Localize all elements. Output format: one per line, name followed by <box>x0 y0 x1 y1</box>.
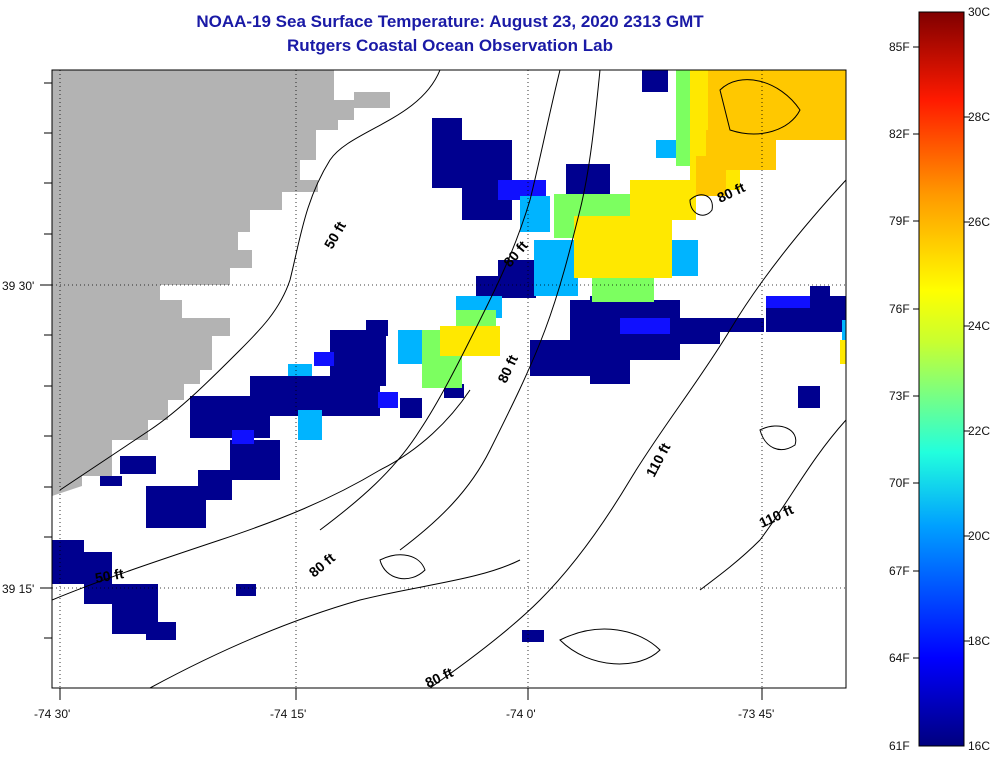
colorbar-ticks <box>913 46 970 659</box>
fahrenheit-label: 76F <box>889 302 910 316</box>
fahrenheit-label: 70F <box>889 476 910 490</box>
land-mass <box>52 70 390 496</box>
sst-cold-pixels <box>52 70 846 642</box>
lat-label: 39 30' <box>2 279 34 293</box>
lon-label: -73 45' <box>738 707 774 721</box>
land-island <box>96 330 120 350</box>
map-title: NOAA-19 Sea Surface Temperature: August … <box>196 12 704 31</box>
sst-warm-pixels <box>696 70 846 196</box>
celsius-label: 22C <box>968 424 990 438</box>
lon-label: -74 0' <box>506 707 536 721</box>
lon-label: -74 15' <box>270 707 306 721</box>
lon-label: -74 30' <box>34 707 70 721</box>
fahrenheit-label: 67F <box>889 564 910 578</box>
colorbar <box>918 11 965 747</box>
fahrenheit-label: 61F <box>889 739 910 753</box>
axis-ticks <box>40 82 763 700</box>
fahrenheit-label: 73F <box>889 389 910 403</box>
fahrenheit-label: 85F <box>889 40 910 54</box>
fahrenheit-label: 79F <box>889 214 910 228</box>
map-subtitle: Rutgers Coastal Ocean Observation Lab <box>287 36 613 55</box>
graticule <box>52 70 846 688</box>
celsius-label: 24C <box>968 319 990 333</box>
contour-label: 50 ft <box>94 565 125 586</box>
celsius-label: 28C <box>968 110 990 124</box>
celsius-label: 30C <box>968 5 990 19</box>
celsius-label: 20C <box>968 529 990 543</box>
lat-label: 39 15' <box>2 582 34 596</box>
celsius-label: 26C <box>968 215 990 229</box>
celsius-label: 18C <box>968 634 990 648</box>
bathymetry-contours <box>52 70 846 688</box>
celsius-label: 16C <box>968 739 990 753</box>
fahrenheit-label: 64F <box>889 651 910 665</box>
map-frame <box>51 69 847 689</box>
colorbar-celsius-labels: 30C 28C 26C 24C 22C 20C 18C 16C <box>968 5 990 753</box>
fahrenheit-label: 82F <box>889 127 910 141</box>
colorbar-fahrenheit-labels: 85F 82F 79F 76F 73F 70F 67F 64F 61F <box>889 40 910 753</box>
